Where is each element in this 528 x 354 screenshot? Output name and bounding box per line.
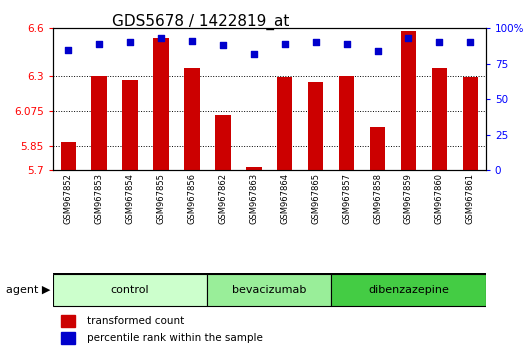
Bar — [277, 77, 293, 170]
Point — [157, 35, 165, 41]
Bar — [401, 32, 416, 170]
Point — [64, 47, 72, 52]
Point — [435, 40, 444, 45]
Text: transformed count: transformed count — [88, 316, 185, 326]
Bar — [432, 68, 447, 170]
Point — [280, 41, 289, 47]
Bar — [308, 82, 323, 170]
Bar — [91, 75, 107, 170]
Point — [373, 48, 382, 54]
Point — [466, 40, 475, 45]
Bar — [463, 77, 478, 170]
Text: dibenzazepine: dibenzazepine — [368, 285, 449, 295]
Bar — [339, 75, 354, 170]
Bar — [61, 315, 76, 327]
Text: control: control — [111, 285, 149, 295]
Bar — [53, 274, 208, 306]
Point — [250, 51, 258, 57]
Point — [404, 35, 413, 41]
Bar — [246, 167, 261, 170]
Point — [95, 41, 103, 47]
Point — [188, 38, 196, 44]
Bar — [122, 80, 138, 170]
Text: agent ▶: agent ▶ — [6, 285, 50, 295]
Point — [342, 41, 351, 47]
Text: GDS5678 / 1422819_at: GDS5678 / 1422819_at — [112, 14, 289, 30]
Point — [219, 42, 227, 48]
Point — [312, 40, 320, 45]
Bar — [370, 127, 385, 170]
Bar — [184, 68, 200, 170]
Bar — [215, 115, 231, 170]
Text: bevacizumab: bevacizumab — [232, 285, 306, 295]
Point — [126, 40, 134, 45]
Bar — [208, 274, 331, 306]
Bar — [331, 274, 486, 306]
Text: percentile rank within the sample: percentile rank within the sample — [88, 333, 263, 343]
Bar — [153, 38, 169, 170]
Bar — [61, 332, 76, 344]
Bar — [61, 142, 76, 170]
